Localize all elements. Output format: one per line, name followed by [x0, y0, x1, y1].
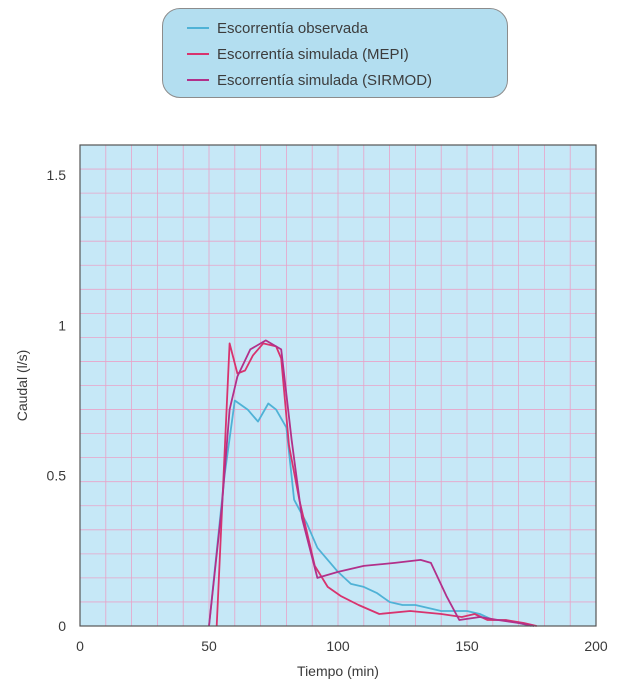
legend: Escorrentía observada Escorrentía simula… — [162, 8, 508, 98]
x-tick-label: 150 — [455, 638, 479, 654]
legend-item-observed: Escorrentía observada — [187, 17, 368, 39]
series-line-0 — [208, 399, 532, 627]
legend-swatch-mepi — [187, 53, 209, 55]
y-tick-label: 0.5 — [47, 468, 67, 484]
legend-swatch-observed — [187, 27, 209, 29]
y-tick-label: 1 — [58, 317, 66, 333]
x-tick-label: 100 — [326, 638, 350, 654]
legend-label-observed: Escorrentía observada — [217, 19, 368, 37]
x-axis-label: Tiempo (min) — [297, 663, 379, 679]
axes: 0 50 100 150 200 0 0.5 1 1.5 — [47, 144, 608, 654]
y-tick-label: 1.5 — [47, 167, 67, 183]
series-lines — [208, 339, 537, 627]
legend-label-sirmod: Escorrentía simulada (SIRMOD) — [217, 71, 433, 89]
x-tick-label: 200 — [584, 638, 608, 654]
legend-item-sirmod: Escorrentía simulada (SIRMOD) — [187, 69, 432, 91]
y-axis-label: Caudal (l/s) — [14, 350, 30, 422]
grid — [80, 145, 596, 626]
x-tick-label: 50 — [201, 638, 217, 654]
legend-swatch-sirmod — [187, 79, 209, 81]
x-tick-label: 0 — [76, 638, 84, 654]
series-line-2 — [208, 339, 535, 627]
legend-label-mepi: Escorrentía simulada (MEPI) — [217, 45, 409, 63]
plot-frame — [79, 144, 597, 627]
legend-item-mepi: Escorrentía simulada (MEPI) — [187, 43, 409, 65]
series-line-1 — [215, 342, 537, 627]
y-tick-label: 0 — [58, 618, 66, 634]
